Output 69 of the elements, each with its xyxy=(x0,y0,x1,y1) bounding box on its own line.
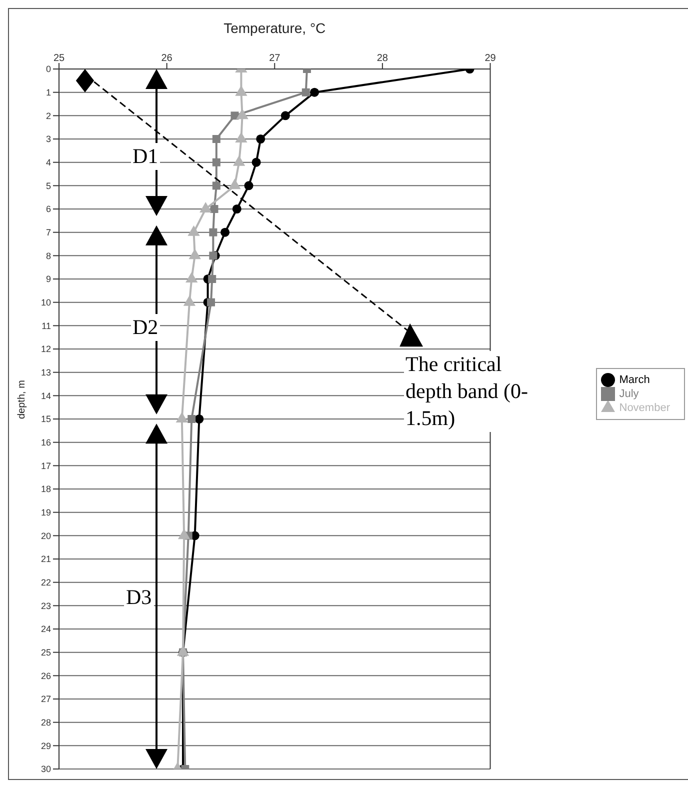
point xyxy=(186,272,198,283)
point xyxy=(212,158,220,166)
y-tick-label: 7 xyxy=(46,228,51,238)
point xyxy=(256,134,266,144)
point xyxy=(302,88,310,96)
y-tick-label: 14 xyxy=(40,390,51,401)
point xyxy=(210,205,218,213)
y-tick-label: 2 xyxy=(46,110,51,121)
point xyxy=(252,158,261,167)
x-tick-label: 26 xyxy=(161,53,173,64)
y-tick-label: 10 xyxy=(40,298,51,308)
point xyxy=(212,135,220,143)
x-tick-label: 28 xyxy=(376,53,388,64)
point xyxy=(209,252,218,260)
y-tick-label: 30 xyxy=(40,764,51,774)
y-tick-label: 29 xyxy=(40,740,51,751)
x-axis-title: Temperature, °C xyxy=(224,20,326,36)
y-tick-label: 18 xyxy=(40,484,51,494)
y-tick-label: 13 xyxy=(40,368,51,378)
y-tick-label: 12 xyxy=(40,344,51,354)
y-tick-label: 27 xyxy=(40,694,51,704)
y-tick-label: 0 xyxy=(46,64,51,74)
point xyxy=(178,528,190,540)
y-tick-label: 3 xyxy=(46,134,51,144)
annotation: D3 xyxy=(126,585,152,610)
point xyxy=(220,228,230,237)
y-tick-label: 1 xyxy=(46,88,51,98)
point xyxy=(183,295,196,306)
y-tick-label: 4 xyxy=(46,158,51,168)
annotation: D1 xyxy=(132,144,158,168)
y-tick-label: 16 xyxy=(40,438,51,448)
y-tick-label: 26 xyxy=(40,670,51,681)
point xyxy=(212,182,220,190)
y-tick-label: 28 xyxy=(40,718,51,728)
y-tick-label: 20 xyxy=(40,530,51,541)
legend-label: July xyxy=(619,388,639,400)
point xyxy=(230,112,239,120)
y-tick-label: 11 xyxy=(42,320,51,331)
point xyxy=(232,204,242,214)
y-tick-label: 8 xyxy=(46,250,51,261)
point xyxy=(194,414,204,424)
y-tick-label: 15 xyxy=(40,414,51,424)
x-tick-label: 29 xyxy=(484,53,496,64)
point xyxy=(310,88,320,97)
y-tick-label: 19 xyxy=(40,508,51,518)
point xyxy=(176,412,188,423)
x-tick-label: 27 xyxy=(269,53,281,64)
y-axis-title: depth, m xyxy=(16,380,28,419)
point xyxy=(244,181,254,190)
y-tick-label: 5 xyxy=(46,180,51,191)
y-tick-label: 22 xyxy=(40,578,51,588)
x-tick-label: 25 xyxy=(53,53,65,64)
y-tick-label: 21 xyxy=(40,554,51,564)
point xyxy=(208,275,216,283)
point xyxy=(207,298,216,306)
point xyxy=(188,415,196,423)
y-tick-label: 17 xyxy=(40,460,51,471)
annotation: D2 xyxy=(132,314,158,339)
legend-label: November xyxy=(619,402,670,414)
y-tick-label: 6 xyxy=(46,204,51,214)
legend-label: March xyxy=(619,374,650,386)
annotation: The critical depth band (0-1.5m) xyxy=(406,352,528,430)
point xyxy=(209,228,218,236)
y-tick-label: 23 xyxy=(40,600,51,611)
point xyxy=(280,111,290,120)
point xyxy=(188,248,201,260)
y-tick-label: 24 xyxy=(40,624,51,634)
y-tick-label: 25 xyxy=(40,648,51,658)
y-tick-label: 9 xyxy=(46,274,51,284)
